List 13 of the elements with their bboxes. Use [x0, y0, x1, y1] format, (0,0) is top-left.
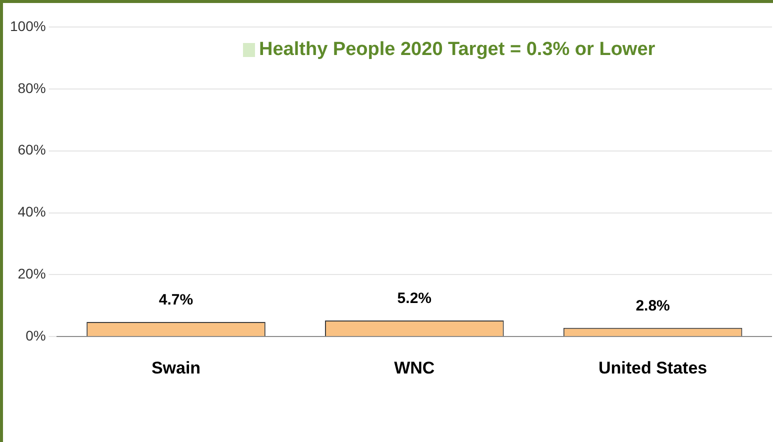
x-tick-label: Swain	[151, 358, 201, 378]
y-tick-label: 0%	[26, 327, 46, 344]
data-label: 5.2%	[397, 290, 432, 308]
data-label: 4.7%	[158, 292, 194, 309]
x-tick-label: WNC	[394, 358, 435, 378]
y-tick-label: 80%	[18, 80, 46, 96]
x-tick-label: United States	[598, 358, 708, 378]
data-label: 2.8%	[636, 298, 670, 315]
y-tick-label: 100%	[10, 18, 46, 34]
y-tick-label: 40%	[18, 204, 46, 220]
y-tick-label: 60%	[18, 142, 46, 158]
annotation: Healthy People 2020 Target = 0.3% or Lower	[259, 39, 656, 61]
y-tick-label: 20%	[18, 266, 46, 282]
